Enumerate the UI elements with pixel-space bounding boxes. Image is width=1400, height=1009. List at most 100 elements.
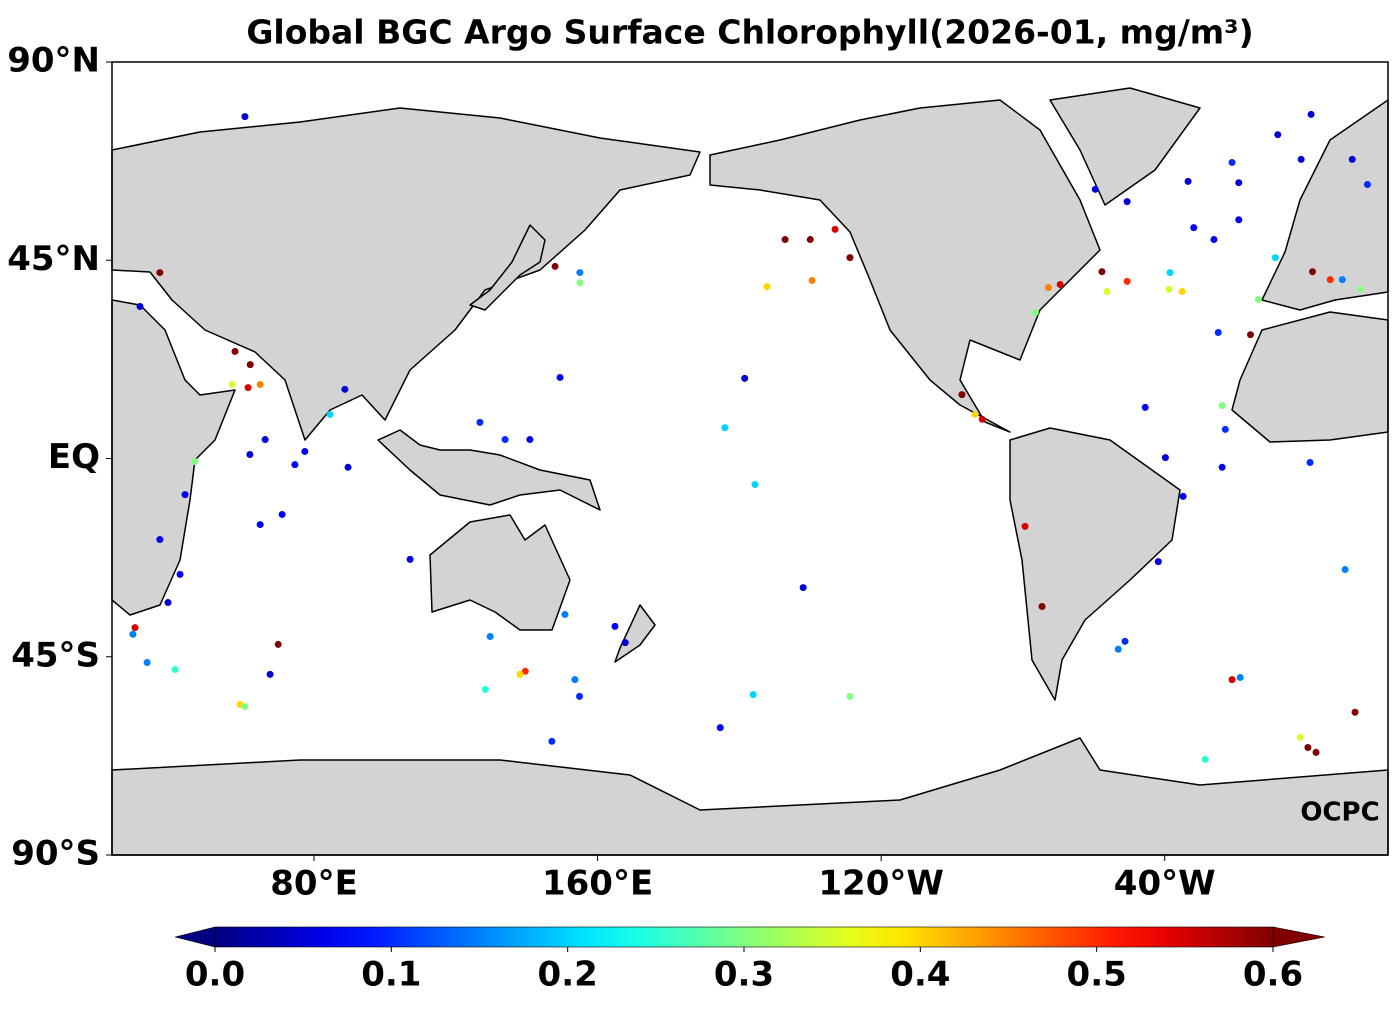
float-point [1210,236,1218,244]
float-point [1021,522,1029,530]
colorbar-tick-label: 0.6 [1243,955,1303,995]
float-point [171,666,179,674]
float-point [291,461,299,469]
float-point [808,277,816,285]
float-point [244,384,252,392]
float-point [1235,179,1243,187]
float-point [1341,566,1349,574]
float-point [741,374,749,382]
float-point [576,279,584,287]
north-america [709,99,1101,433]
float-point [1166,269,1174,277]
float-point [1141,403,1149,411]
float-point [551,262,559,270]
africa-west [1231,311,1389,443]
australia [429,514,571,631]
float-point [476,418,484,426]
float-point [156,269,164,277]
float-point [1190,224,1198,232]
colorbar-extend-low [174,926,216,948]
float-point [556,373,564,381]
float-point [274,640,282,648]
colorbar-tick-label: 0.3 [714,955,774,995]
float-point [1297,155,1305,163]
float-point [516,670,524,678]
float-point [576,269,584,277]
float-point [1228,158,1236,166]
float-point [129,630,137,638]
float-point [266,670,274,678]
float-point [1218,402,1226,410]
colorbar [214,926,1274,948]
float-point [191,458,199,466]
x-tick-label: 40°W [1114,864,1216,904]
float-point [1056,280,1064,288]
africa-east [111,299,236,616]
float-point [1123,277,1131,285]
float-point [831,225,839,233]
float-point [231,347,239,355]
float-point [611,622,619,630]
float-point [763,283,771,291]
float-point [1184,177,1192,185]
float-point [561,610,569,618]
float-point [1356,285,1364,293]
float-point [341,385,349,393]
float-point [1312,748,1320,756]
float-point [751,480,759,488]
south-america [1009,427,1181,701]
float-point [1338,276,1346,284]
float-point [1201,755,1209,763]
float-point [1091,185,1099,193]
float-point [326,410,334,418]
float-point [1306,458,1314,466]
float-point [846,254,854,262]
colorbar-tick-label: 0.1 [361,955,421,995]
watermark: OCPC [1300,798,1379,828]
float-point [799,584,807,592]
land [111,62,1389,856]
float-point [1228,676,1236,684]
float-point [1098,268,1106,276]
float-point [1161,454,1169,462]
float-point [716,724,724,732]
europe [1261,99,1389,311]
float-point [1114,645,1122,653]
float-point [1038,603,1046,611]
float-point [256,380,264,388]
float-point [721,424,729,432]
float-point [1218,463,1226,471]
colorbar-extend-high [1272,926,1326,948]
x-tick-label: 160°E [542,864,653,904]
y-tick-label: 90°N [7,41,100,81]
float-point [1121,637,1129,645]
float-point [576,692,584,700]
float-point [176,570,184,578]
float-point [1179,492,1187,500]
float-point [246,451,254,459]
float-point [256,521,264,529]
float-point [1214,329,1222,337]
float-point [1309,268,1317,276]
float-point [1363,180,1371,188]
y-tick-label: 90°S [11,834,100,874]
float-point [1348,155,1356,163]
float-point [241,113,249,121]
colorbar-tick-label: 0.0 [185,955,245,995]
float-point [781,236,789,244]
y-tick-label: EQ [48,437,100,477]
float-point [1031,309,1039,317]
float-point [1326,276,1334,284]
colorbar-tick-label: 0.4 [890,955,950,995]
float-point [501,436,509,444]
float-point [241,703,249,711]
float-point [978,415,986,423]
float-point [1154,558,1162,566]
float-point [1103,288,1111,296]
indonesia [377,429,601,511]
float-point [261,436,269,444]
float-point [846,692,854,700]
float-point [571,676,579,684]
float-point [806,236,814,244]
